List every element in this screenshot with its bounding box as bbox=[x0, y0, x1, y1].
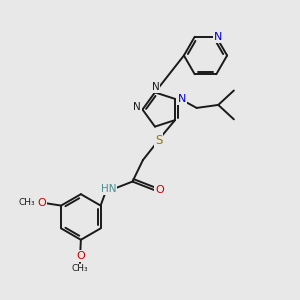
Text: S: S bbox=[155, 134, 162, 147]
Text: HN: HN bbox=[101, 184, 116, 194]
Text: CH₃: CH₃ bbox=[19, 198, 35, 207]
Text: N: N bbox=[152, 82, 159, 92]
Text: O: O bbox=[37, 198, 46, 208]
Text: N: N bbox=[178, 94, 186, 104]
Text: O: O bbox=[76, 251, 85, 261]
Text: O: O bbox=[155, 185, 164, 195]
Text: CH₃: CH₃ bbox=[72, 264, 88, 273]
Text: N: N bbox=[133, 102, 141, 112]
Text: N: N bbox=[214, 32, 222, 42]
